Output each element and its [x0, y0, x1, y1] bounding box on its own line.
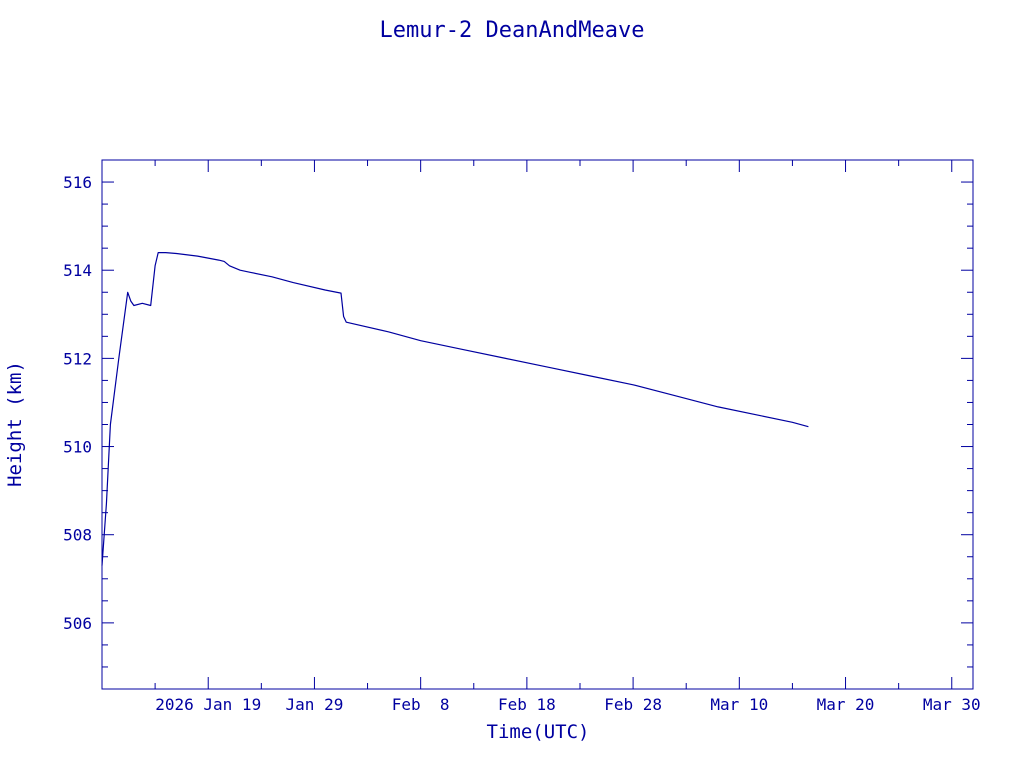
plot-frame	[101, 159, 974, 690]
x-axis-label: Time(UTC)	[487, 721, 590, 743]
y-tick-label: 510	[63, 438, 92, 457]
y-tick-label: 516	[63, 173, 92, 192]
y-tick-label: 512	[63, 349, 92, 368]
x-tick-label: 2026 Jan 19	[155, 695, 261, 714]
x-tick-label: Mar 20	[817, 695, 875, 714]
x-tick-label: Mar 30	[923, 695, 981, 714]
series-line-0	[101, 252, 809, 566]
x-tick-label: Feb 8	[392, 695, 450, 714]
x-tick-label: Mar 10	[710, 695, 768, 714]
chart-title: Lemur-2 DeanAndMeave	[380, 18, 645, 43]
y-axis-label: Height (km)	[4, 361, 26, 487]
y-tick-label: 508	[63, 526, 92, 545]
x-axis-ticks: 2026 Jan 19 Jan 29 Feb 8 Feb 18 Feb 28 Mar 10…	[101, 160, 981, 714]
series-group	[101, 252, 809, 566]
x-tick-label: Feb 18	[498, 695, 556, 714]
y-axis-ticks: 506 508 510 512 514 516	[63, 159, 973, 690]
x-tick-label: Jan 29	[286, 695, 344, 714]
x-tick-label: Feb 28	[604, 695, 662, 714]
y-tick-label: 506	[63, 614, 92, 633]
y-tick-label: 514	[63, 261, 92, 280]
